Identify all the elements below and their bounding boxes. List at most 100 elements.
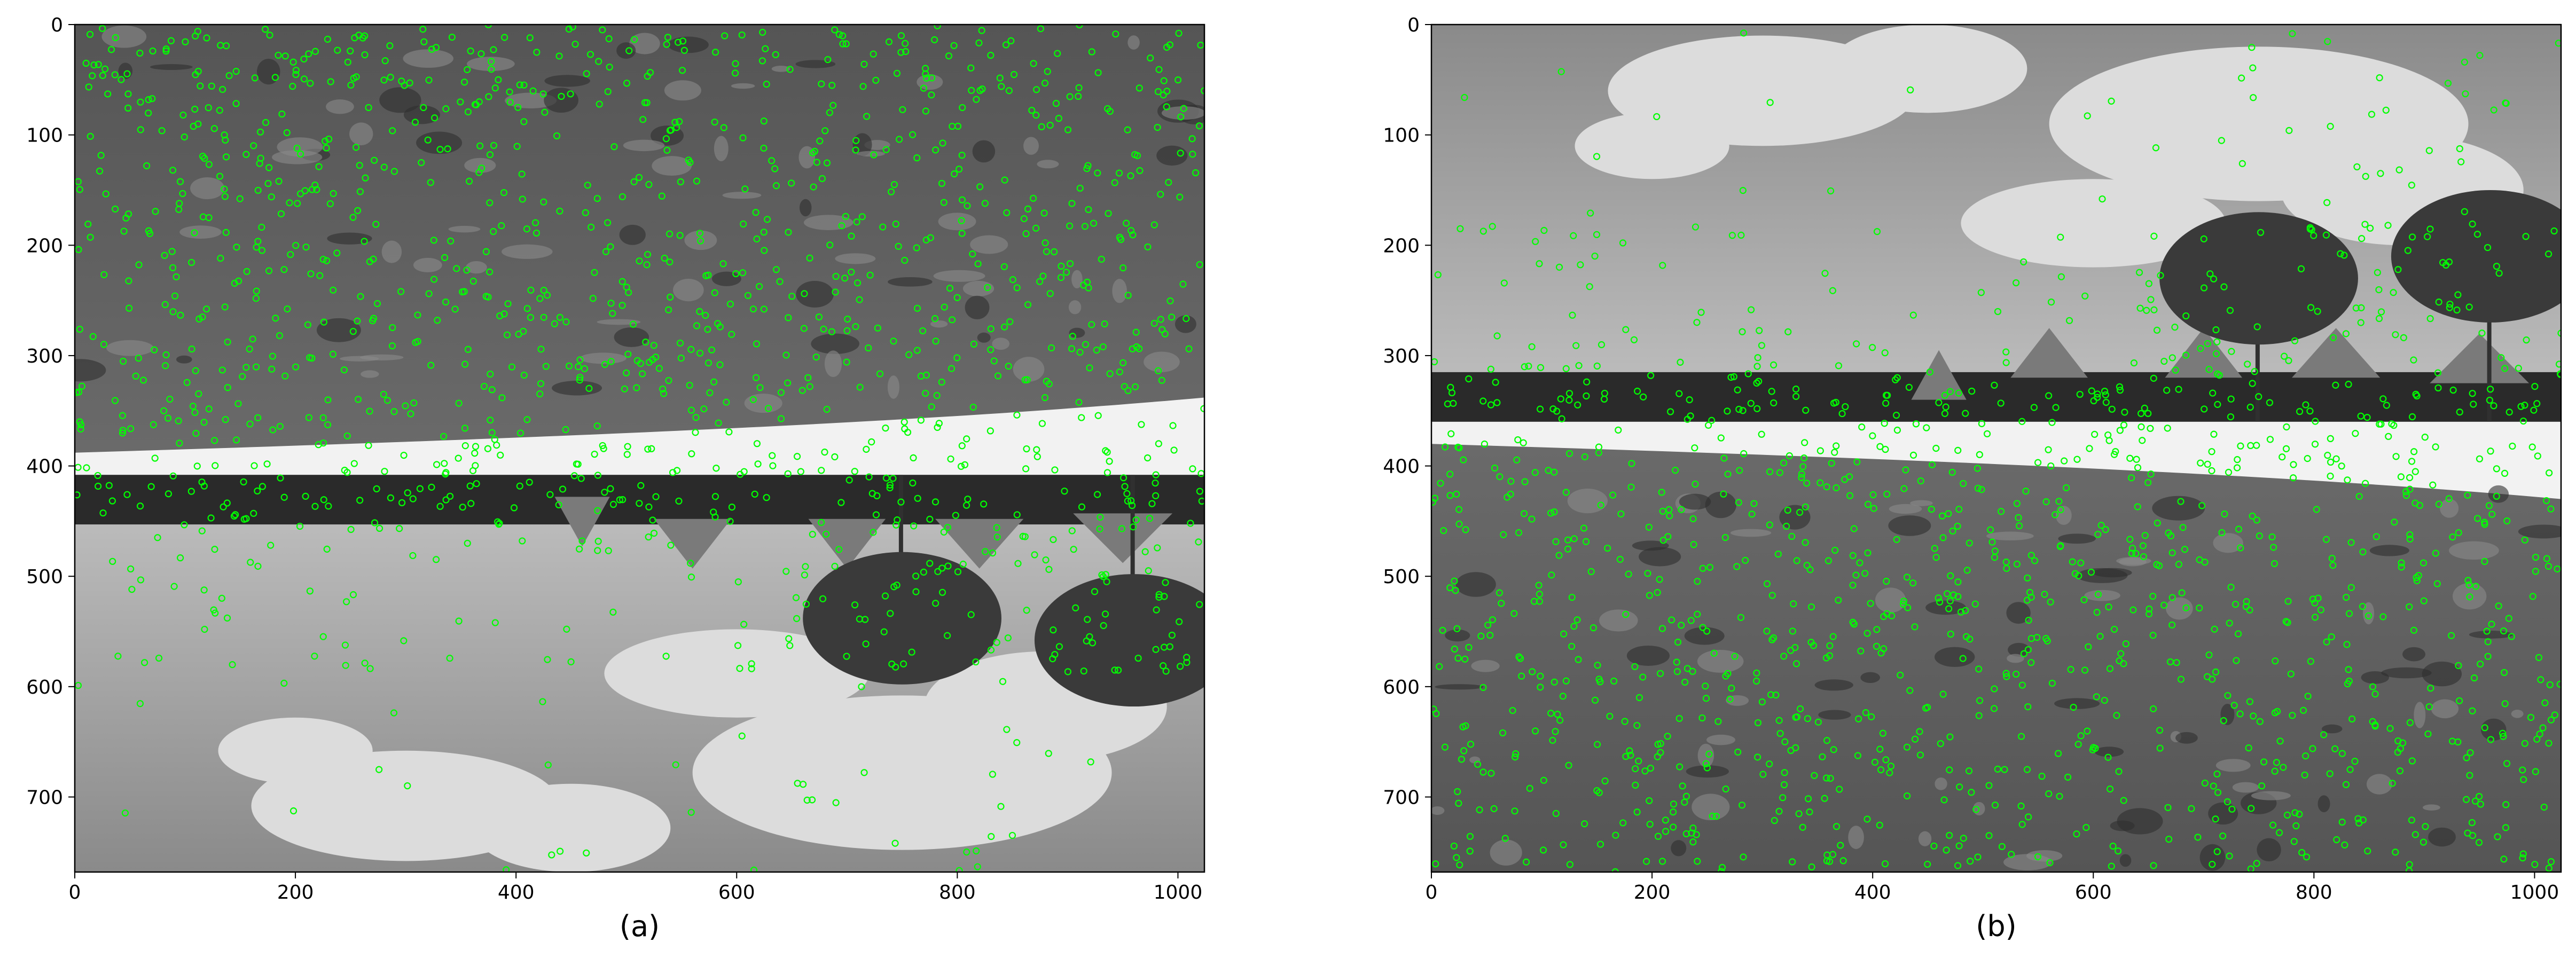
keypoint-marker [1954, 578, 1962, 586]
keypoint-marker [2427, 685, 2434, 692]
keypoint-marker [1768, 388, 1775, 395]
keypoint-marker [1552, 538, 1560, 545]
keypoint-marker [2408, 458, 2416, 465]
keypoint-marker [232, 67, 240, 75]
keypoint-marker [210, 125, 218, 132]
keypoint-marker [218, 594, 225, 602]
keypoint-marker [2425, 703, 2433, 711]
keypoint-marker [938, 588, 946, 596]
keypoint-marker [1515, 529, 1523, 537]
keypoint-marker [2042, 498, 2050, 506]
keypoint-marker [357, 293, 364, 300]
keypoint-marker [618, 278, 626, 285]
keypoint-marker [1733, 563, 1741, 570]
keypoint-marker [1766, 521, 1773, 529]
keypoint-marker [1457, 225, 1464, 232]
keypoint-marker [111, 397, 119, 404]
keypoint-marker [792, 594, 800, 601]
keypoint-marker [482, 248, 490, 255]
keypoint-marker [2211, 625, 2218, 633]
keypoint-marker [406, 79, 413, 87]
keypoint-marker [1161, 330, 1169, 337]
keypoint-marker [1087, 758, 1094, 766]
ground-texture [2055, 506, 2072, 525]
keypoint-marker [132, 372, 139, 380]
keypoint-marker [1883, 577, 1890, 585]
keypoint-marker [198, 478, 206, 486]
keypoint-marker [967, 64, 975, 72]
keypoint-marker [123, 491, 131, 498]
keypoint-marker [541, 108, 549, 116]
keypoint-marker [1124, 387, 1132, 395]
keypoint-marker [389, 324, 396, 332]
keypoint-marker [2172, 366, 2179, 374]
keypoint-marker [1864, 815, 1871, 823]
keypoint-marker [2519, 417, 2527, 425]
keypoint-marker [1835, 596, 1842, 604]
keypoint-marker [1801, 439, 1808, 446]
keypoint-marker [2343, 593, 2350, 601]
keypoint-marker [2214, 400, 2221, 408]
keypoint-marker [1170, 446, 1178, 454]
keypoint-marker [2013, 670, 2020, 678]
keypoint-marker [1916, 728, 1923, 735]
keypoint-marker [968, 87, 975, 94]
keypoint-marker [1839, 857, 1847, 865]
keypoint-marker [2249, 512, 2256, 520]
keypoint-marker [870, 50, 877, 58]
keypoint-marker [1916, 751, 1924, 759]
keypoint-marker [920, 84, 927, 92]
keypoint-marker [1819, 753, 1826, 760]
keypoint-marker [687, 406, 695, 414]
keypoint-marker [356, 188, 364, 195]
keypoint-marker [2424, 233, 2431, 240]
keypoint-marker [2503, 517, 2511, 525]
keypoint-marker [2243, 598, 2250, 606]
keypoint-marker [1775, 717, 1783, 724]
keypoint-marker [2439, 259, 2447, 266]
keypoint-marker [1975, 712, 1983, 719]
keypoint-marker [687, 345, 695, 353]
keypoint-marker [956, 166, 963, 173]
keypoint-marker [351, 34, 358, 42]
keypoint-marker [211, 437, 218, 444]
keypoint-marker [427, 179, 434, 186]
keypoint-marker [1907, 86, 1914, 93]
keypoint-marker [1437, 480, 1444, 487]
keypoint-marker [687, 808, 695, 816]
ground-texture [2257, 838, 2281, 862]
keypoint-marker [232, 511, 239, 519]
keypoint-marker [2461, 58, 2468, 66]
keypoint-marker [253, 287, 260, 295]
keypoint-marker [649, 516, 656, 524]
keypoint-marker [1593, 231, 1601, 238]
keypoint-marker [772, 51, 779, 58]
keypoint-marker [2501, 700, 2509, 708]
keypoint-marker [1198, 497, 1204, 505]
keypoint-marker [1153, 606, 1160, 614]
keypoint-marker [571, 41, 579, 48]
keypoint-marker [398, 77, 405, 85]
keypoint-marker [109, 557, 116, 565]
keypoint-marker [1647, 764, 1654, 772]
keypoint-marker [2218, 137, 2225, 144]
keypoint-marker [1594, 741, 1601, 748]
keypoint-marker [797, 468, 804, 475]
keypoint-marker [1837, 842, 1844, 849]
keypoint-marker [287, 250, 294, 258]
keypoint-marker [2472, 583, 2479, 590]
keypoint-marker [1712, 813, 1720, 820]
keypoint-marker [2471, 797, 2479, 805]
ground-texture [652, 156, 692, 176]
keypoint-marker [832, 799, 840, 806]
keypoint-marker [816, 137, 824, 145]
keypoint-marker [2346, 766, 2354, 773]
keypoint-marker [387, 494, 395, 501]
keypoint-marker [676, 339, 684, 347]
ground-texture [972, 140, 996, 163]
keypoint-marker [652, 493, 660, 500]
keypoint-marker [1138, 421, 1145, 428]
keypoint-marker [852, 146, 859, 154]
ground-texture [349, 122, 373, 146]
keypoint-marker [818, 175, 826, 183]
